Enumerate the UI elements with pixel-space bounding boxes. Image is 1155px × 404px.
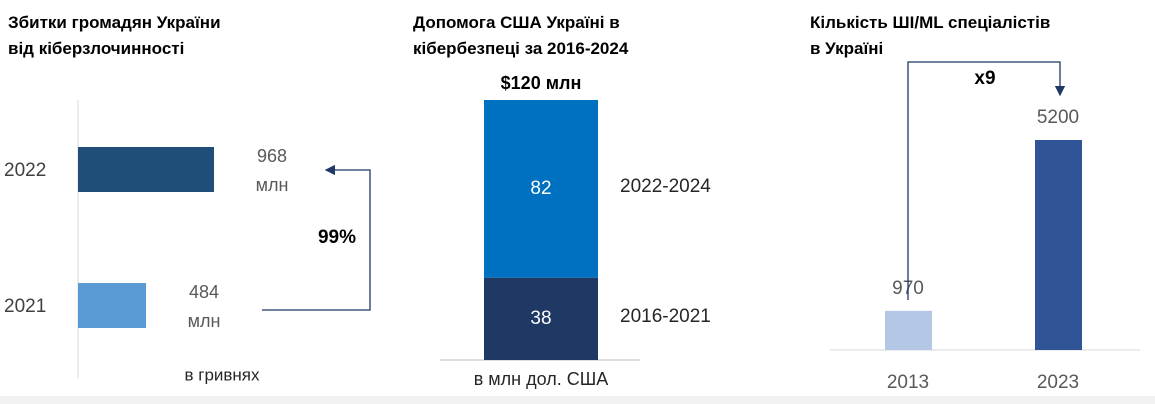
- arrow: [907, 61, 1066, 300]
- annotation: x9: [974, 68, 995, 89]
- unit-label: в гривнях: [184, 365, 260, 384]
- chart-title: від кіберзлочинності: [8, 39, 184, 58]
- annotation: 99%: [318, 227, 356, 248]
- legend-label: 2016-2021: [620, 306, 711, 327]
- arrow: [262, 164, 371, 311]
- bar: [78, 147, 214, 192]
- chart-title: кібербезпеці за 2016-2024: [413, 39, 629, 58]
- bar: [885, 310, 932, 350]
- value-label: 38: [530, 308, 551, 329]
- chart-title: в Україні: [810, 39, 883, 58]
- value-label: 968 млн: [255, 146, 289, 195]
- footer-strip: [0, 396, 1155, 404]
- value-label: 5200: [1037, 107, 1079, 128]
- chart-title: Допомога США Україні в: [413, 13, 620, 32]
- value-label: 484 млн: [187, 282, 221, 331]
- x-tick-label: 2013: [887, 372, 929, 393]
- y-tick-label: 2021: [4, 296, 46, 317]
- chart-title: Кількість ШІ/ML спеціалістів: [810, 13, 1050, 32]
- x-tick-label: 2023: [1037, 372, 1079, 393]
- bar-segment: [484, 277, 598, 360]
- bar: [78, 283, 146, 328]
- bar: [1035, 140, 1082, 350]
- legend-label: 2022-2024: [620, 176, 711, 197]
- unit-label: в млн дол. США: [474, 369, 609, 389]
- value-label: 82: [530, 178, 551, 199]
- chart-title: Збитки громадян України: [8, 13, 221, 32]
- y-tick-label: 2022: [4, 160, 46, 181]
- bar-segment: [484, 100, 598, 278]
- total-label: $120 млн: [501, 73, 582, 93]
